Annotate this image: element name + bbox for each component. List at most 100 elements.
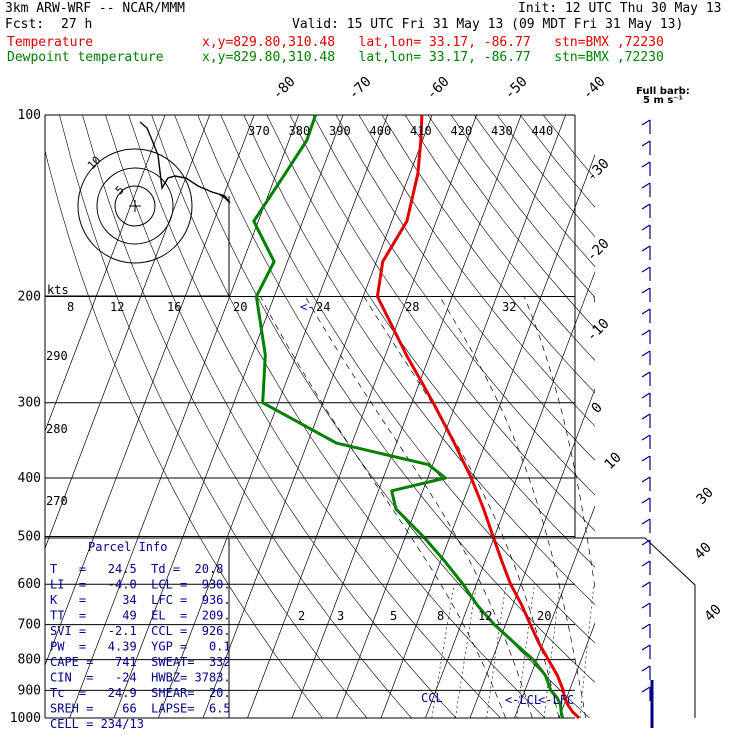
hodo-ring	[77, 148, 193, 264]
temperature-trace	[375, 114, 581, 720]
wind-barb-flag	[641, 602, 651, 609]
theta-label: 290	[46, 349, 68, 363]
storm-motion-marker: <-	[300, 300, 314, 314]
theta-label: 270	[46, 494, 68, 508]
isotherm	[380, 153, 595, 718]
temperature-tick-label: 40	[692, 540, 715, 563]
isotherm	[604, 115, 740, 718]
dry-adiabat	[151, 115, 546, 718]
isotherm	[247, 115, 477, 718]
isotherm	[45, 115, 166, 433]
chart-header: 3km ARW-WRF -- NCAR/MMM Init: 12 UTC Thu…	[0, 0, 740, 70]
temperature-tick-label: -80	[270, 74, 299, 103]
temperature-tick-label: 10	[602, 450, 625, 473]
theta-label: 280	[46, 422, 68, 436]
wind-barb-flag	[641, 182, 651, 189]
pressure-label-800: 800	[18, 653, 41, 668]
isotherm	[158, 115, 388, 718]
hodo-tick-label: 16	[167, 300, 181, 314]
theta-e-label: 430	[491, 124, 513, 138]
mixing-ratio-label: 8	[437, 609, 444, 623]
temperature-tick-label: -30	[584, 156, 613, 185]
moist-adiabat	[593, 296, 595, 306]
wind-barb-flag	[641, 371, 651, 378]
dry-adiabat	[473, 115, 595, 268]
sounding-traces	[252, 114, 581, 720]
parcel-row: CIN = -24 HWBZ= 3783.	[50, 671, 231, 685]
hodo-ring	[114, 185, 156, 227]
wind-barb-flag	[641, 140, 651, 147]
dry-adiabat	[220, 115, 595, 644]
temperature-tick-label: 40	[702, 602, 725, 625]
grid-clipped	[45, 115, 740, 718]
dry-adiabat	[542, 115, 595, 179]
pressure-label-700: 700	[18, 618, 41, 633]
mixing-ratio-line	[543, 584, 561, 718]
wind-barb-flag	[641, 665, 651, 672]
hodo-tick-label: 12	[110, 300, 124, 314]
wind-barb-flag	[641, 350, 651, 357]
temperature-tick-label: -50	[502, 74, 531, 103]
wind-barb-flag	[641, 245, 651, 252]
dry-adiabat	[59, 115, 368, 718]
pressure-label-1000: 1000	[10, 711, 41, 726]
hodo-tick-label: 28	[405, 300, 419, 314]
theta-e-label: 410	[410, 124, 432, 138]
ccl-marker: CCL	[421, 691, 443, 705]
valid-time: Valid: 15 UTC Fri 31 May 13 (09 MDT Fri …	[292, 17, 684, 32]
wind-barb-flag	[641, 161, 651, 168]
mixing-ratio-label: 20	[537, 609, 551, 623]
parcel-row: K = 34 LFC = 936.	[50, 593, 231, 607]
full-barb-label: Full barb:	[636, 86, 690, 97]
temperature-tick-label: -20	[584, 236, 613, 265]
pressure-label-900: 900	[18, 683, 41, 698]
dry-adiabat	[45, 149, 323, 718]
dry-adiabat	[174, 115, 590, 718]
isotherm	[514, 505, 595, 718]
isotherm	[336, 115, 566, 718]
wind-barb-flag	[641, 392, 651, 399]
wind-barb-flag	[641, 266, 651, 273]
isotherm	[45, 115, 255, 667]
mixing-ratio-label: 2	[298, 609, 305, 623]
dry-adiabat	[335, 115, 595, 461]
wind-barb-flag	[641, 413, 651, 420]
hodo-tick-label: 20	[233, 300, 247, 314]
parcel-info-box: Parcel Info T = 24.5 Td = 20.8 LI = -4.0 L…	[45, 537, 575, 731]
wind-barb-flag	[641, 686, 651, 693]
dry-adiabat	[358, 115, 595, 427]
dry-adiabat	[243, 115, 595, 605]
parcel-row: PW = 4.39 YGP = 0.1	[50, 640, 231, 654]
theta-e-label: 370	[248, 124, 270, 138]
theta-e-label: 400	[370, 124, 392, 138]
temperature-tick-label: 30	[694, 485, 717, 508]
dry-adiabat	[105, 115, 457, 718]
wind-barb-flag	[641, 581, 651, 588]
parcel-row: LI = -4.0 LCL = 930.	[50, 578, 231, 592]
wind-barb-flag	[641, 203, 651, 210]
theta-e-label: 440	[532, 124, 554, 138]
grid-lines	[44, 114, 740, 719]
mixing-ratio-label: 3	[337, 609, 344, 623]
isotherm	[202, 115, 433, 718]
wind-barb-flag	[641, 455, 651, 462]
wind-barb-flag	[641, 518, 651, 525]
isotherm	[69, 115, 299, 718]
isotherm	[693, 115, 740, 718]
mixing-ratio-line	[455, 584, 477, 718]
isotherm	[113, 115, 344, 718]
isotherm	[291, 115, 522, 718]
legend-temperature: Temperature	[7, 35, 94, 50]
forecast-label: Fcst:	[5, 17, 45, 32]
mixing-ratio-line	[579, 584, 595, 718]
dry-adiabat	[450, 115, 595, 298]
wind-barb-flag	[641, 623, 651, 630]
wind-barb-flag	[641, 497, 651, 504]
mixing-ratio-label: 12	[478, 609, 492, 623]
legend-dewpoint-info: x,y=829.80,310.48 lat,lon= 33.17, -86.77…	[202, 50, 664, 65]
lfc-marker: <-LFC	[538, 693, 574, 707]
mixing-ratio-label: 5	[390, 609, 397, 623]
legend-dewpoint: Dewpoint temperature	[7, 50, 164, 65]
dewpoint-trace	[252, 114, 565, 719]
